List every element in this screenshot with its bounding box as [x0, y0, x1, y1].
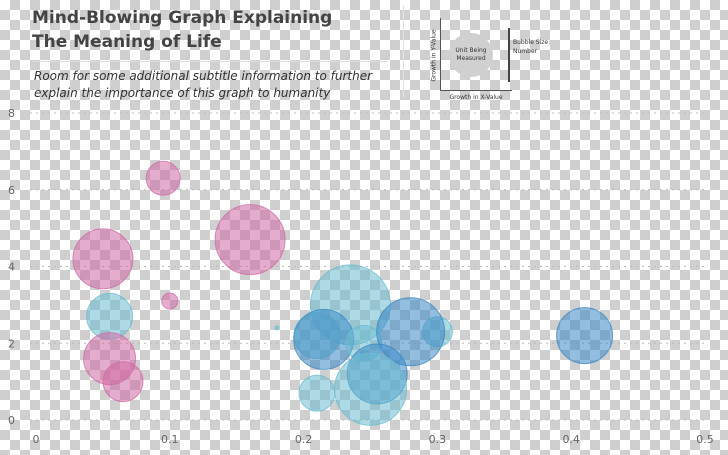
bubble-point	[293, 308, 355, 370]
bubble-point	[102, 361, 144, 403]
legend-x-label: Growth in X-Value	[449, 94, 503, 101]
x-tick-label: 0.3	[429, 433, 447, 446]
bubble-legend: Growth in Y-Value Unit Being Measured Bu…	[418, 14, 550, 108]
x-tick-label: 0	[33, 433, 40, 446]
bubble-point	[556, 307, 614, 365]
legend-bubble: Unit Being Measured	[449, 33, 493, 77]
legend-y-axis	[440, 18, 441, 90]
legend-divider	[403, 6, 404, 98]
bubble-point	[274, 325, 280, 331]
title-divider	[32, 61, 388, 62]
y-tick-label: 0	[8, 414, 15, 427]
bubble-point	[72, 228, 134, 290]
bubble-point	[145, 160, 181, 196]
x-tick-label: 0.5	[696, 433, 714, 446]
chart-title: Mind-Blowing Graph Explaining The Meanin…	[32, 8, 333, 52]
y-tick-label: 2	[8, 337, 15, 350]
y-tick-label: 6	[8, 184, 15, 197]
legend-size-label: Bubble Size: Number	[513, 39, 551, 55]
bubble-point	[334, 352, 407, 426]
bubble-point	[214, 204, 286, 276]
chart-subtitle: Room for some additional subtitle inform…	[34, 69, 373, 100]
bubble-point	[298, 374, 336, 412]
y-tick-label: 8	[8, 107, 15, 120]
legend-size-bracket	[508, 28, 510, 82]
x-tick-label: 0.4	[562, 433, 580, 446]
x-tick-label: 0.1	[161, 433, 179, 446]
bubble-point	[161, 292, 179, 310]
y-tick-label: 4	[8, 261, 15, 274]
legend-x-axis	[440, 90, 512, 91]
x-tick-label: 0.2	[295, 433, 313, 446]
